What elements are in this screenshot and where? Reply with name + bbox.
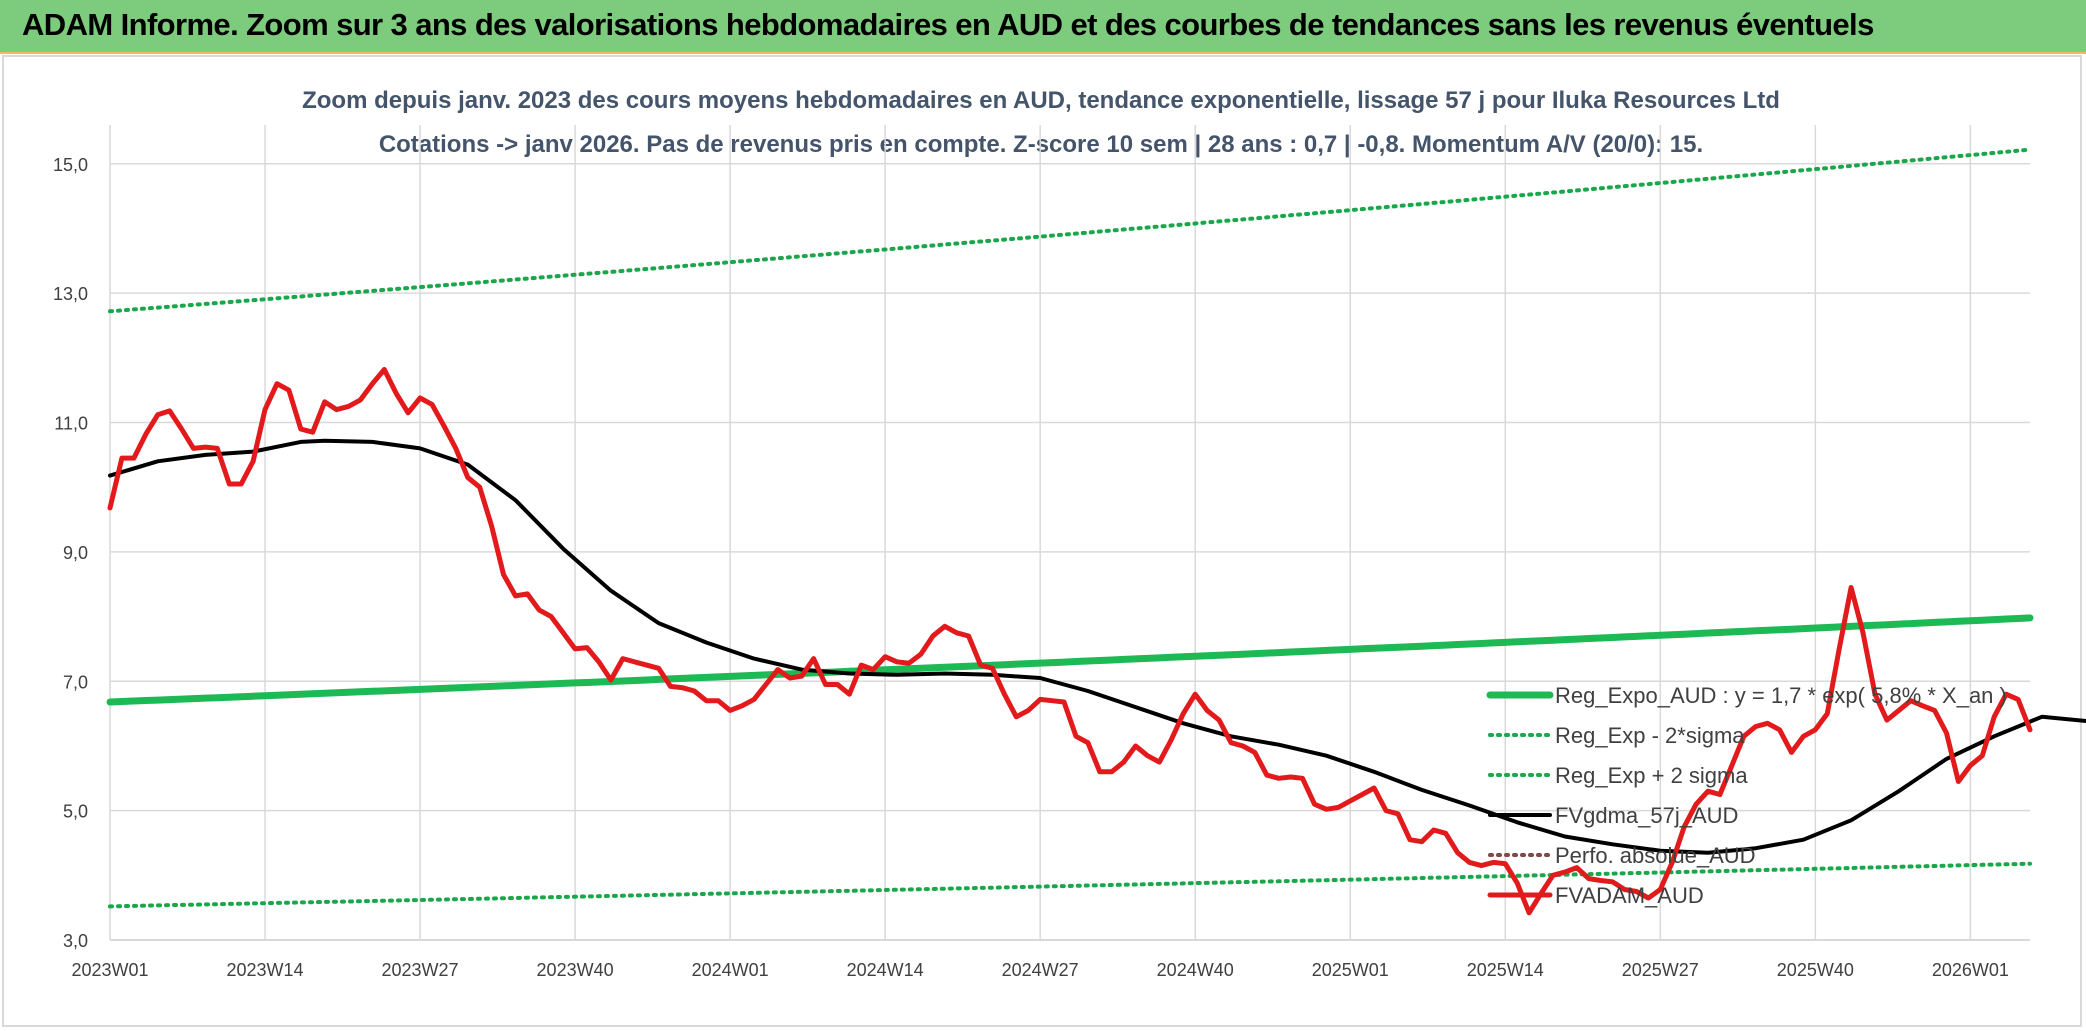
chart-title-line2: Cotations -> janv 2026. Pas de revenus p… bbox=[379, 131, 1703, 158]
x-tick-label: 2024W01 bbox=[692, 960, 769, 980]
x-tick-label: 2025W01 bbox=[1312, 960, 1389, 980]
gridlines bbox=[109, 125, 2030, 941]
lower-sigma-band bbox=[108, 861, 2032, 909]
legend: Reg_Expo_AUD : y = 1,7 * exp( 5,8% * X_a… bbox=[1486, 683, 2007, 908]
x-tick-label: 2025W40 bbox=[1777, 960, 1854, 980]
regression-line bbox=[106, 614, 2034, 706]
header-banner: ADAM Informe. Zoom sur 3 ans des valoris… bbox=[0, 0, 2086, 54]
legend-entry: Reg_Exp - 2*sigma bbox=[1555, 723, 1745, 748]
plot-series bbox=[106, 147, 2086, 916]
x-axis-ticks: 2023W01 2023W14 2023W27 2023W40 2024W01 2024W… bbox=[71, 960, 2008, 980]
x-tick-label: 2023W27 bbox=[382, 960, 459, 980]
y-tick-label: 13,0 bbox=[53, 284, 88, 304]
x-tick-label: 2024W14 bbox=[847, 960, 924, 980]
y-tick-label: 15,0 bbox=[53, 155, 88, 175]
smoothed-line bbox=[108, 438, 2086, 855]
y-axis-ticks: 3,0 5,0 7,0 9,0 11,0 13,0 15,0 bbox=[53, 155, 88, 951]
upper-sigma-band bbox=[108, 147, 2032, 314]
x-tick-label: 2024W40 bbox=[1157, 960, 1234, 980]
legend-entry: Reg_Exp + 2 sigma bbox=[1555, 763, 1748, 788]
y-tick-label: 5,0 bbox=[63, 802, 88, 822]
x-tick-label: 2025W14 bbox=[1467, 960, 1544, 980]
legend-entry: Perfo. absolue_AUD bbox=[1555, 843, 1756, 868]
y-tick-label: 9,0 bbox=[63, 543, 88, 563]
chart-frame bbox=[2, 55, 2082, 1027]
legend-entry: FVADAM_AUD bbox=[1555, 883, 1704, 908]
x-tick-label: 2023W14 bbox=[226, 960, 303, 980]
legend-entry: FVgdma_57j_AUD bbox=[1555, 803, 1738, 828]
x-tick-label: 2023W01 bbox=[71, 960, 148, 980]
y-tick-label: 7,0 bbox=[63, 672, 88, 692]
legend-entry: Reg_Expo_AUD : y = 1,7 * exp( 5,8% * X_a… bbox=[1555, 683, 2007, 708]
page-title: ADAM Informe. Zoom sur 3 ans des valoris… bbox=[22, 7, 1874, 42]
x-tick-label: 2025W27 bbox=[1622, 960, 1699, 980]
x-tick-label: 2023W40 bbox=[537, 960, 614, 980]
chart-title-line1: Zoom depuis janv. 2023 des cours moyens … bbox=[302, 87, 1780, 114]
y-tick-label: 3,0 bbox=[63, 931, 88, 951]
x-tick-label: 2026W01 bbox=[1932, 960, 2009, 980]
y-tick-label: 11,0 bbox=[54, 414, 88, 434]
x-tick-label: 2024W27 bbox=[1002, 960, 1079, 980]
price-line bbox=[107, 367, 2033, 916]
